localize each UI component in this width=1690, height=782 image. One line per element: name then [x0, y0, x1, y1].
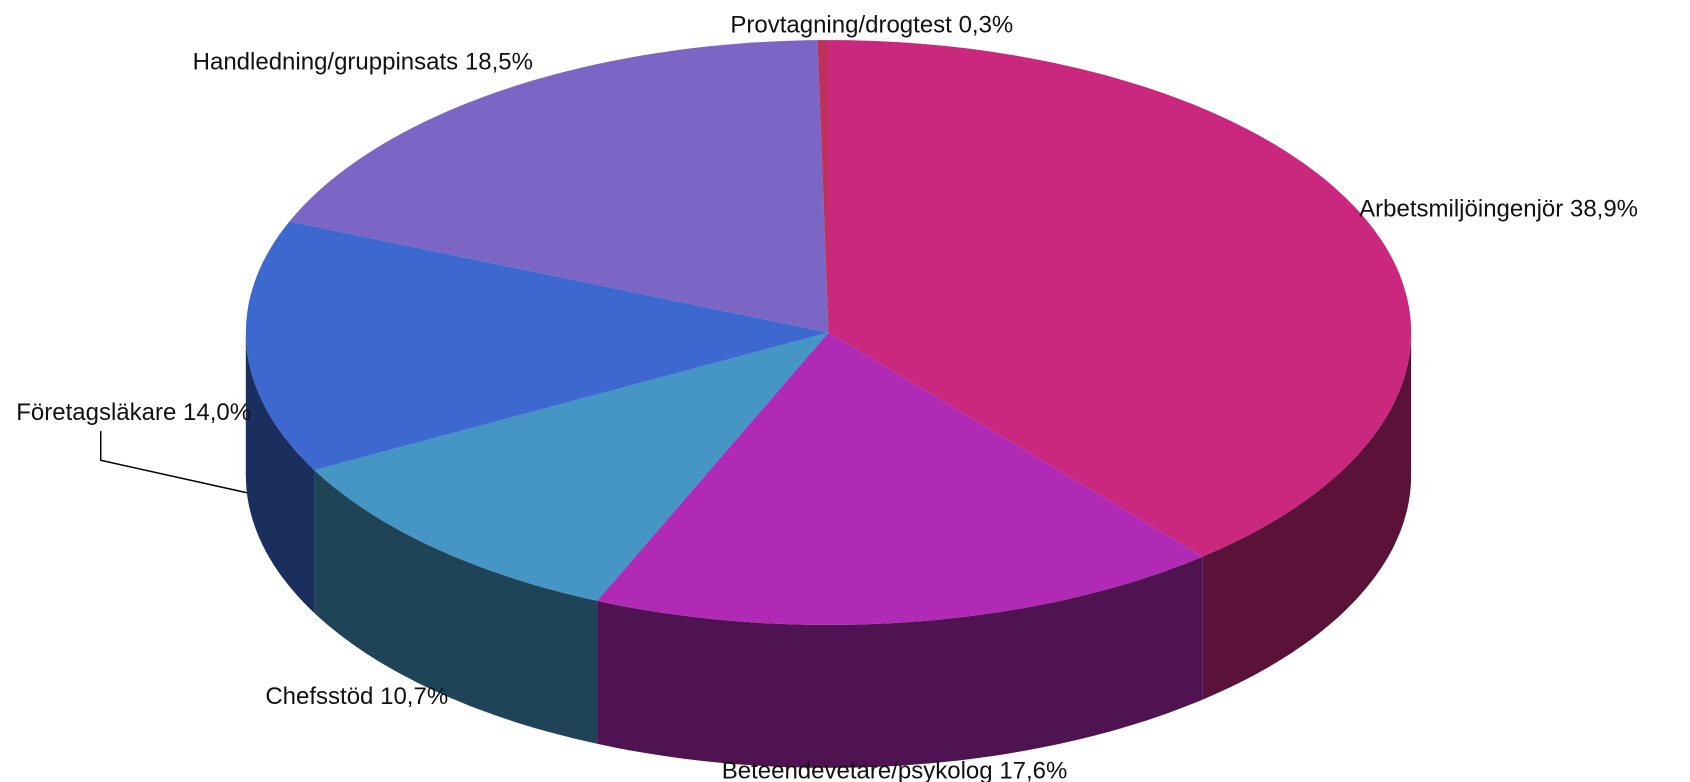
- label-value: 14,0%: [183, 399, 251, 426]
- slice: [817, 40, 829, 333]
- slice: [314, 332, 829, 601]
- label-value: 17,6%: [999, 758, 1067, 782]
- label-value: 18,5%: [465, 48, 533, 75]
- label-category: Beteendevetare/psykolog: [722, 758, 993, 782]
- data-label: Handledning/gruppinsats 18,5%: [193, 48, 533, 75]
- data-label: Företagsläkare 14,0%: [16, 399, 251, 426]
- slice-side: [1202, 332, 1412, 700]
- data-label: Provtagning/drogtest 0,3%: [730, 11, 1013, 38]
- data-label: Beteendevetare/psykolog 17,6%: [722, 758, 1068, 782]
- label-value: 0,3%: [959, 11, 1014, 38]
- slice: [597, 332, 1203, 625]
- data-label: Arbetsmiljöingenjör 38,9%: [1359, 196, 1638, 223]
- slice: [245, 221, 829, 471]
- slice-side: [245, 332, 315, 614]
- label-value: 10,7%: [380, 683, 448, 710]
- slice: [828, 40, 1412, 557]
- label-category: Provtagning/drogtest: [730, 11, 952, 38]
- label-category: Företagsläkare: [16, 399, 176, 426]
- label-value: 38,9%: [1570, 196, 1638, 223]
- label-category: Handledning/gruppinsats: [193, 48, 459, 75]
- label-category: Arbetsmiljöingenjör: [1359, 196, 1563, 223]
- slice: [289, 40, 829, 333]
- slice-side: [314, 470, 598, 744]
- leader-line: [99, 431, 248, 494]
- label-category: Chefsstöd: [265, 683, 373, 710]
- data-label: Chefsstöd 10,7%: [265, 683, 448, 710]
- slice-side: [597, 556, 1203, 768]
